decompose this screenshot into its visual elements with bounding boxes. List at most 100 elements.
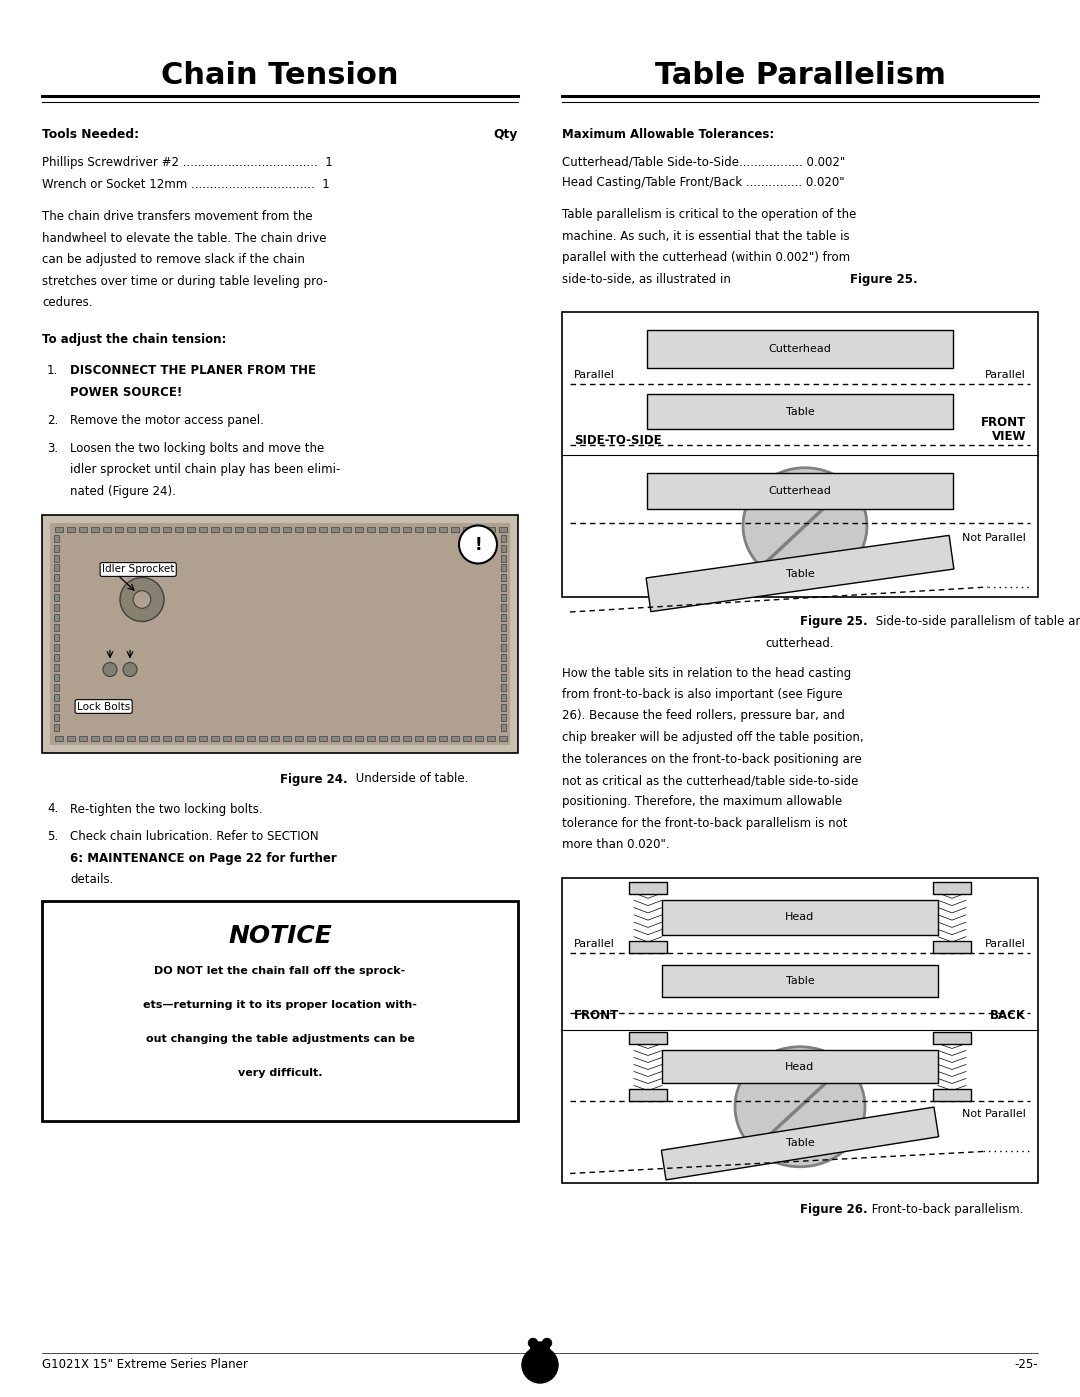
Bar [54, 574, 59, 581]
Text: Chain Tension: Chain Tension [161, 61, 399, 89]
Text: Table Parallelism: Table Parallelism [654, 61, 945, 89]
Bar [343, 735, 351, 740]
Text: Table: Table [785, 977, 814, 986]
Bar [379, 735, 387, 740]
Bar [235, 527, 243, 531]
Bar [415, 735, 423, 740]
Bar [629, 1032, 667, 1045]
Ellipse shape [735, 1046, 865, 1166]
Bar [355, 735, 363, 740]
Bar [463, 735, 471, 740]
Text: from front-to-back is also important (see Figure: from front-to-back is also important (se… [562, 687, 842, 701]
Bar [501, 624, 507, 631]
Circle shape [459, 525, 497, 563]
Text: To adjust the chain tension:: To adjust the chain tension: [42, 332, 227, 345]
Bar [139, 735, 147, 740]
Bar [367, 735, 375, 740]
Bar [379, 527, 387, 531]
Bar [367, 527, 375, 531]
Bar [475, 735, 483, 740]
Bar [54, 605, 59, 612]
Text: can be adjusted to remove slack if the chain: can be adjusted to remove slack if the c… [42, 253, 305, 265]
Bar [54, 655, 59, 662]
Bar [54, 714, 59, 721]
Bar [307, 735, 315, 740]
Bar [501, 545, 507, 552]
Bar [438, 527, 447, 531]
Bar [629, 882, 667, 894]
Bar [662, 1051, 939, 1084]
Bar [175, 527, 183, 531]
Bar [235, 735, 243, 740]
Bar [247, 735, 255, 740]
Bar [438, 735, 447, 740]
Text: Side-to-side parallelism of table and: Side-to-side parallelism of table and [872, 615, 1080, 629]
Text: nated (Figure 24).: nated (Figure 24). [70, 485, 176, 497]
Text: tolerance for the front-to-back parallelism is not: tolerance for the front-to-back parallel… [562, 817, 848, 830]
Bar [55, 735, 63, 740]
Bar [283, 735, 291, 740]
Text: 3.: 3. [48, 441, 58, 455]
Bar [50, 522, 510, 745]
Bar [163, 735, 171, 740]
Bar [415, 527, 423, 531]
Text: 6: MAINTENANCE on Page 22 for further: 6: MAINTENANCE on Page 22 for further [70, 852, 337, 865]
Circle shape [120, 577, 164, 622]
Bar [629, 1090, 667, 1101]
Bar [933, 882, 971, 894]
Bar [933, 1032, 971, 1045]
Text: Head: Head [785, 912, 814, 922]
Bar [54, 634, 59, 641]
Bar [67, 527, 75, 531]
Bar [391, 735, 399, 740]
Bar [295, 527, 303, 531]
Text: Lock Bolts: Lock Bolts [77, 701, 131, 711]
Circle shape [542, 1338, 552, 1348]
Bar [501, 605, 507, 612]
Bar [501, 574, 507, 581]
Bar [427, 527, 435, 531]
Bar [91, 527, 99, 531]
Text: positioning. Therefore, the maximum allowable: positioning. Therefore, the maximum allo… [562, 795, 842, 809]
Text: very difficult.: very difficult. [238, 1069, 322, 1078]
Text: the tolerances on the front-to-back positioning are: the tolerances on the front-to-back posi… [562, 753, 862, 766]
Bar [451, 527, 459, 531]
Bar [647, 330, 953, 367]
Bar [139, 527, 147, 531]
Circle shape [103, 662, 117, 676]
Bar [330, 735, 339, 740]
Bar [661, 1106, 939, 1180]
Bar [403, 527, 411, 531]
Bar [662, 900, 939, 935]
Text: Tools Needed:: Tools Needed: [42, 129, 139, 141]
Text: Maximum Allowable Tolerances:: Maximum Allowable Tolerances: [562, 129, 774, 141]
Bar [79, 527, 87, 531]
Bar [499, 735, 507, 740]
Text: Table: Table [785, 569, 814, 578]
Text: !: ! [474, 535, 482, 553]
Bar [271, 735, 279, 740]
Bar [933, 1090, 971, 1101]
Bar [501, 644, 507, 651]
Ellipse shape [743, 468, 867, 584]
Bar [54, 675, 59, 682]
Bar [501, 655, 507, 662]
Bar [222, 527, 231, 531]
Bar [175, 735, 183, 740]
Bar [501, 584, 507, 591]
Text: cutterhead.: cutterhead. [766, 637, 835, 650]
Bar [501, 675, 507, 682]
Bar [54, 665, 59, 672]
Text: Check chain lubrication. Refer to SECTION: Check chain lubrication. Refer to SECTIO… [70, 830, 319, 844]
Bar [42, 901, 518, 1122]
Circle shape [530, 1343, 550, 1362]
Bar [187, 527, 195, 531]
Circle shape [522, 1347, 558, 1383]
Bar [501, 665, 507, 672]
Bar [114, 735, 123, 740]
Bar [487, 527, 495, 531]
Bar [54, 535, 59, 542]
Bar [647, 472, 953, 509]
Text: Figure 26.: Figure 26. [800, 1203, 867, 1215]
Text: Not Parallel: Not Parallel [962, 532, 1026, 542]
